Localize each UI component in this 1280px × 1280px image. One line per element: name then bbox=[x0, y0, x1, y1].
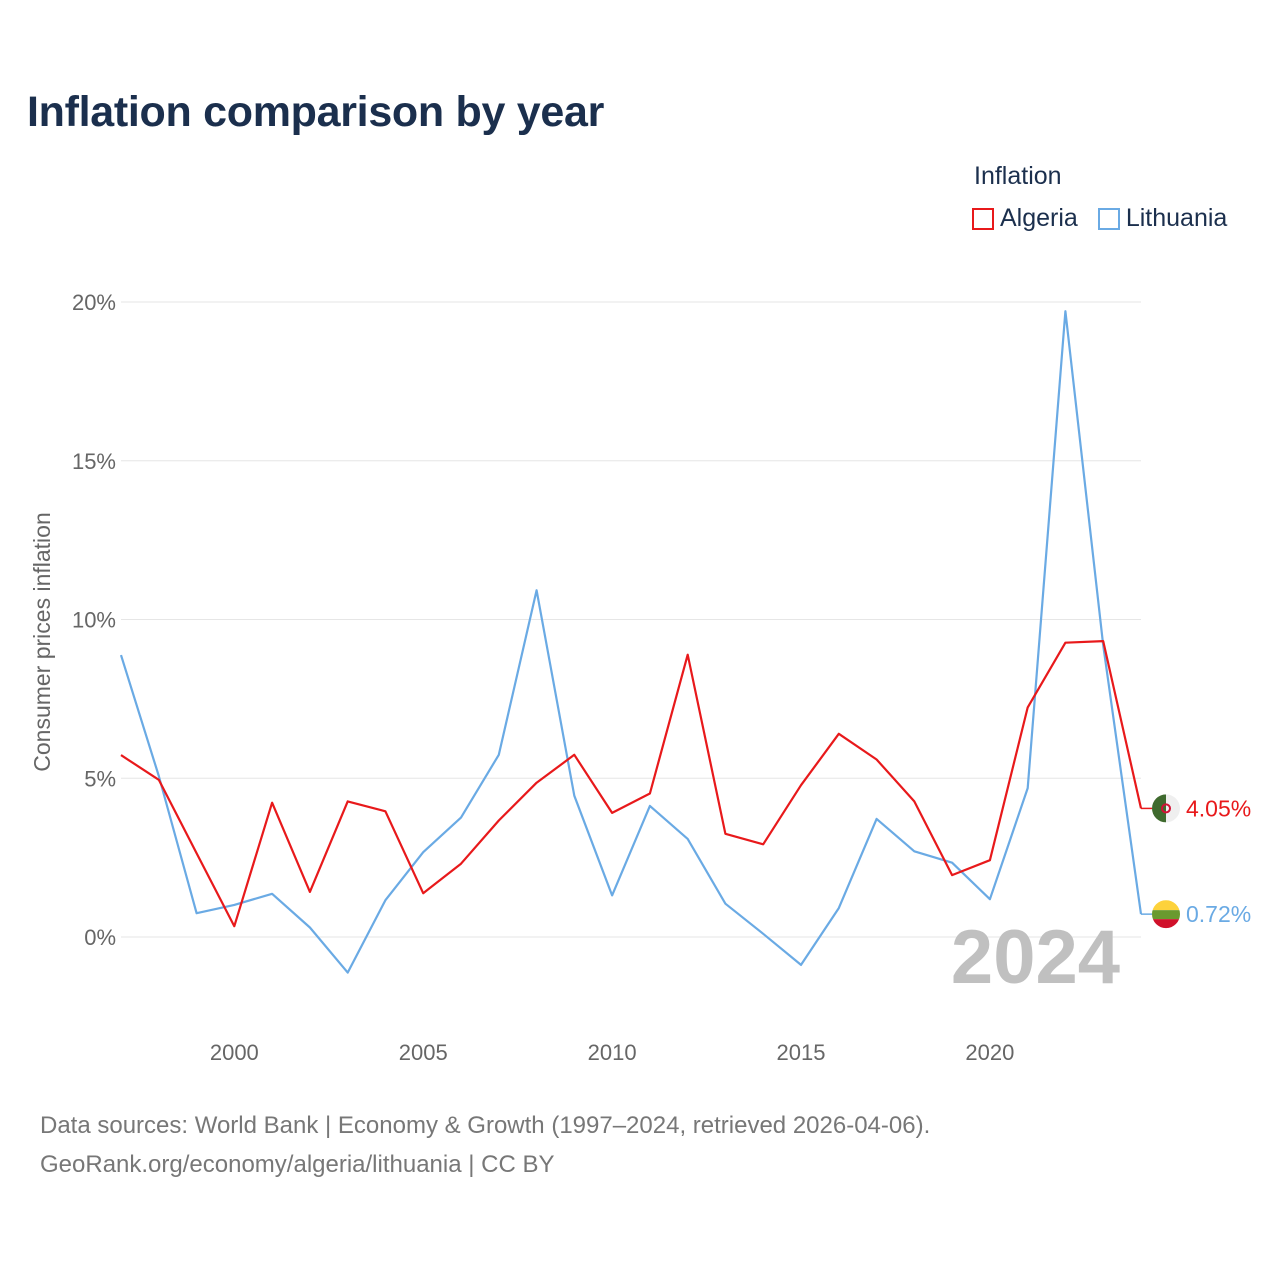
y-tick-label: 5% bbox=[84, 766, 116, 791]
x-tick-label: 2010 bbox=[588, 1040, 637, 1065]
legend-title: Inflation bbox=[974, 162, 1062, 190]
series-line-lithuania bbox=[119, 310, 1143, 974]
x-tick-label: 2020 bbox=[965, 1040, 1014, 1065]
year-watermark: 2024 bbox=[951, 915, 1120, 1000]
x-tick-label: 2015 bbox=[777, 1040, 826, 1065]
legend-label-algeria: Algeria bbox=[1000, 204, 1078, 232]
lithuania-flag-icon bbox=[1152, 900, 1180, 929]
chart-title: Inflation comparison by year bbox=[27, 88, 605, 136]
source-note: Data sources: World Bank | Economy & Gro… bbox=[40, 1106, 930, 1184]
legend-item-algeria[interactable]: Algeria bbox=[972, 204, 1078, 233]
legend-swatch-algeria bbox=[972, 207, 994, 230]
gridlines bbox=[121, 301, 1141, 938]
x-tick-label: 2000 bbox=[210, 1040, 259, 1065]
y-tick-label: 20% bbox=[72, 290, 116, 315]
end-label-algeria: 4.05% bbox=[1186, 795, 1251, 821]
legend-item-lithuania[interactable]: Lithuania bbox=[1097, 204, 1228, 233]
y-tick-label: 0% bbox=[84, 925, 116, 950]
source-line-2[interactable]: GeoRank.org/economy/algeria/lithuania | … bbox=[40, 1151, 555, 1178]
x-tick-label: 2005 bbox=[399, 1040, 448, 1065]
y-axis-label: Consumer prices inflation bbox=[29, 512, 55, 772]
legend-label-lithuania: Lithuania bbox=[1125, 204, 1228, 232]
x-axis-ticks: 2000 2005 2010 2015 2020 bbox=[210, 1040, 1015, 1065]
y-tick-label: 15% bbox=[72, 449, 116, 474]
y-tick-label: 10% bbox=[72, 608, 116, 633]
series-line-algeria bbox=[120, 639, 1143, 928]
y-axis-ticks: 0% 5% 10% 15% 20% bbox=[72, 290, 116, 950]
legend: Algeria Lithuania bbox=[972, 204, 1227, 233]
source-line-1: Data sources: World Bank | Economy & Gro… bbox=[40, 1112, 931, 1139]
legend-swatch-lithuania bbox=[1097, 207, 1120, 230]
line-chart: 0% 5% 10% 15% 20% 2000 2005 2010 2015 2020 Consu… bbox=[29, 290, 1251, 1065]
end-label-lithuania: 0.72% bbox=[1186, 901, 1251, 927]
series-lines bbox=[119, 310, 1152, 974]
algeria-flag-icon bbox=[1152, 794, 1180, 823]
